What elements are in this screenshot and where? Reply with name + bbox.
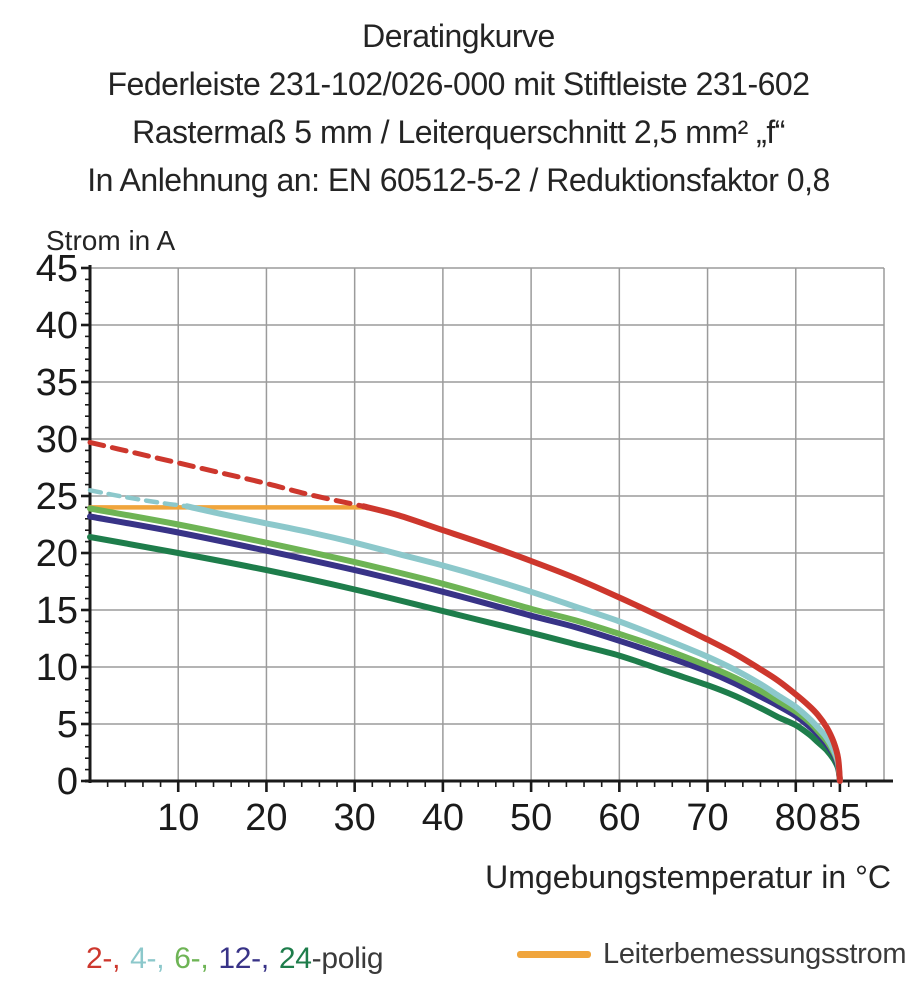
- series-4-polig: [184, 503, 843, 784]
- chart-subtitle-product: Federleiste 231-102/026-000 mit Stiftlei…: [107, 66, 810, 102]
- series-curves: [87, 439, 843, 784]
- svg-text:70: 70: [686, 797, 728, 839]
- axes: [85, 265, 893, 783]
- legend-pole-24: 24: [278, 942, 312, 975]
- chart-title-block: Deratingkurve Federleiste 231-102/026-00…: [0, 12, 917, 204]
- legend-pole-polig: -polig: [311, 942, 384, 975]
- legend-pole-2: 2-,: [86, 942, 121, 975]
- series-4-polig-oberhalb-leiterbemessungsstrom-: [87, 488, 190, 509]
- rated-current-label: Leiterbemessungsstrom: [603, 938, 907, 970]
- rated-current-legend: Leiterbemessungsstrom: [517, 938, 906, 971]
- svg-text:30: 30: [334, 797, 376, 839]
- gridlines: [90, 267, 885, 781]
- svg-text:5: 5: [57, 704, 78, 746]
- legend-pole-4: 4-,: [130, 942, 165, 975]
- svg-text:40: 40: [36, 305, 78, 347]
- x-tick-labels: 10 20 30 40 50 60 70 80 85: [157, 797, 861, 839]
- y-axis-title: Strom in A: [46, 225, 175, 256]
- svg-text:20: 20: [245, 797, 287, 839]
- x-axis-title: Umgebungstemperatur in °C: [485, 859, 891, 895]
- svg-text:50: 50: [510, 797, 552, 839]
- svg-text:25: 25: [36, 476, 78, 518]
- svg-text:85: 85: [819, 797, 861, 839]
- svg-text:30: 30: [36, 419, 78, 461]
- legend-pole-6: 6-,: [174, 942, 209, 975]
- svg-text:20: 20: [36, 533, 78, 575]
- series-2-polig-oberhalb-leiterbemessungsstrom-: [87, 439, 366, 509]
- svg-text:35: 35: [36, 362, 78, 404]
- y-tick-labels: 0 5 10 15 20 25 30 35 40 45: [36, 248, 78, 803]
- svg-text:10: 10: [157, 797, 199, 839]
- legend-pole-12: 12-,: [218, 942, 269, 975]
- tick-marks: [81, 266, 868, 792]
- chart-title: Deratingkurve: [362, 18, 555, 54]
- svg-text:45: 45: [36, 248, 78, 290]
- poles-legend: 2-, 4-, 6-, 12-, 24-polig: [86, 942, 384, 976]
- svg-text:40: 40: [422, 797, 464, 839]
- series-24-polig: [87, 534, 843, 784]
- series-6-polig: [87, 505, 843, 784]
- chart-subtitle-spec: Rastermaß 5 mm / Leiterquerschnitt 2,5 m…: [132, 114, 785, 150]
- svg-text:60: 60: [598, 797, 640, 839]
- rated-current-line-swatch: [517, 951, 591, 958]
- svg-text:0: 0: [57, 761, 78, 803]
- svg-text:10: 10: [36, 647, 78, 689]
- series-2-polig: [360, 503, 843, 784]
- svg-text:15: 15: [36, 590, 78, 632]
- svg-text:80: 80: [775, 797, 817, 839]
- chart-subtitle-standard: In Anlehnung an: EN 60512-5-2 / Reduktio…: [87, 162, 830, 198]
